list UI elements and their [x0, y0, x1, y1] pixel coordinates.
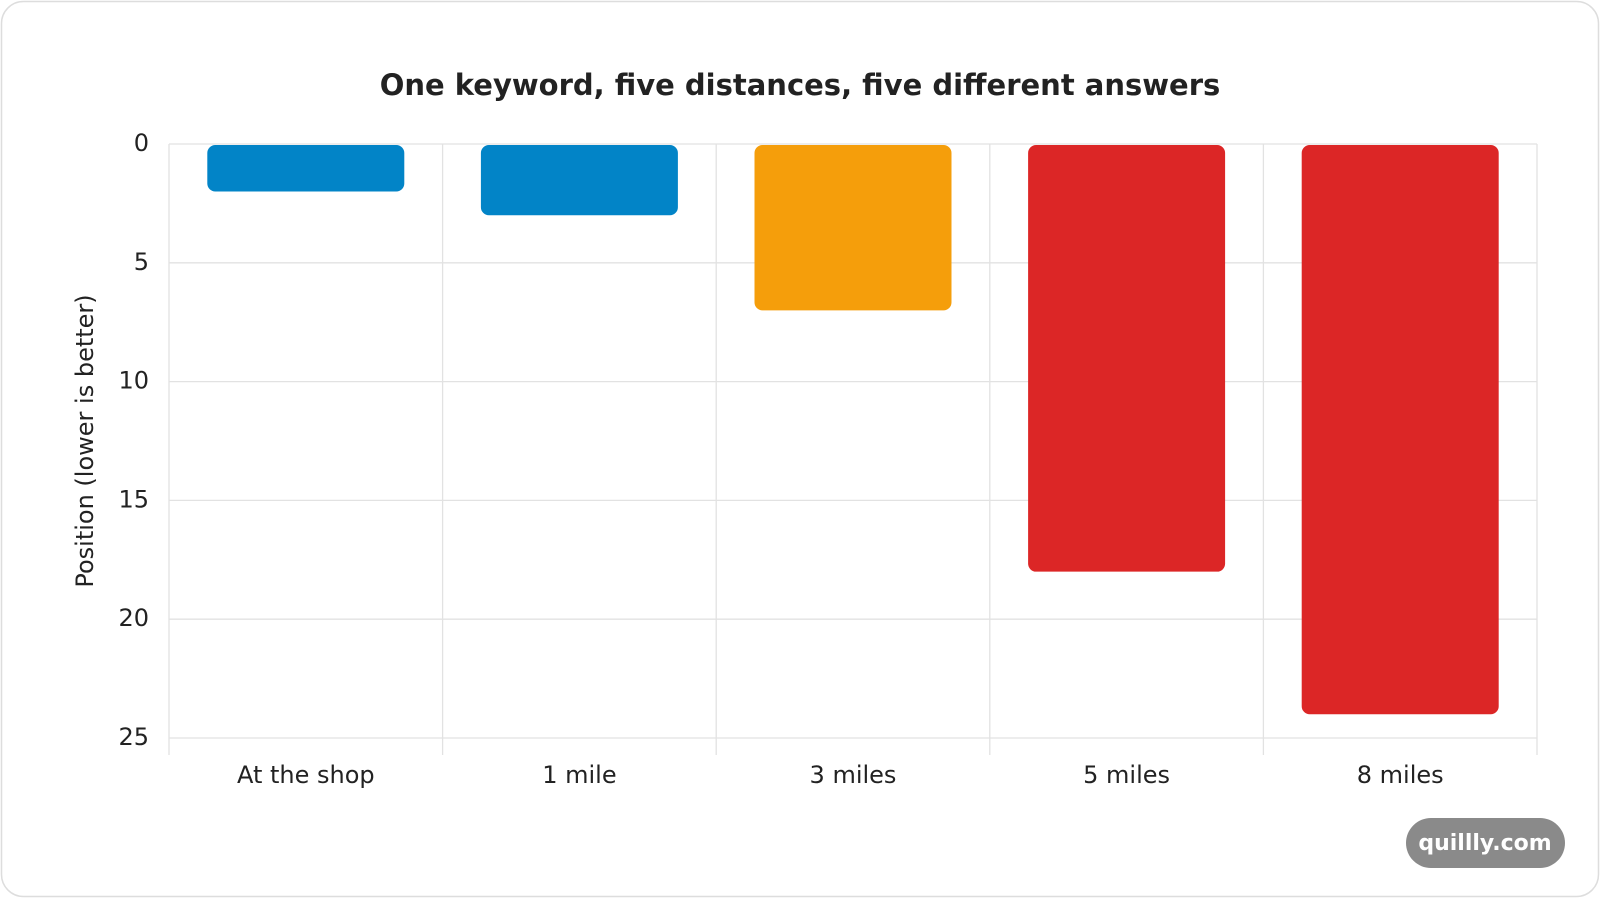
x-tick-label: At the shop [237, 761, 375, 789]
y-tick-label: 10 [118, 367, 149, 395]
y-tick-label: 5 [134, 248, 149, 276]
x-tick-label: 5 miles [1083, 761, 1170, 789]
x-tick-label: 3 miles [810, 761, 897, 789]
y-tick-label: 25 [118, 723, 149, 751]
x-tick-label: 1 mile [542, 761, 616, 789]
y-axis-label: Position (lower is better) [71, 294, 99, 587]
bar [207, 145, 405, 192]
watermark-pill [1406, 818, 1565, 868]
bar [1301, 145, 1499, 715]
chart-title: One keyword, five distances, five differ… [380, 68, 1221, 102]
bar [754, 145, 952, 311]
y-tick-label: 0 [134, 129, 149, 157]
y-tick-label: 20 [118, 604, 149, 632]
y-tick-label: 15 [118, 485, 149, 513]
watermark: quillly.com [1418, 831, 1551, 856]
bar [1028, 145, 1226, 572]
x-tick-label: 8 miles [1357, 761, 1444, 789]
bar [480, 145, 678, 216]
